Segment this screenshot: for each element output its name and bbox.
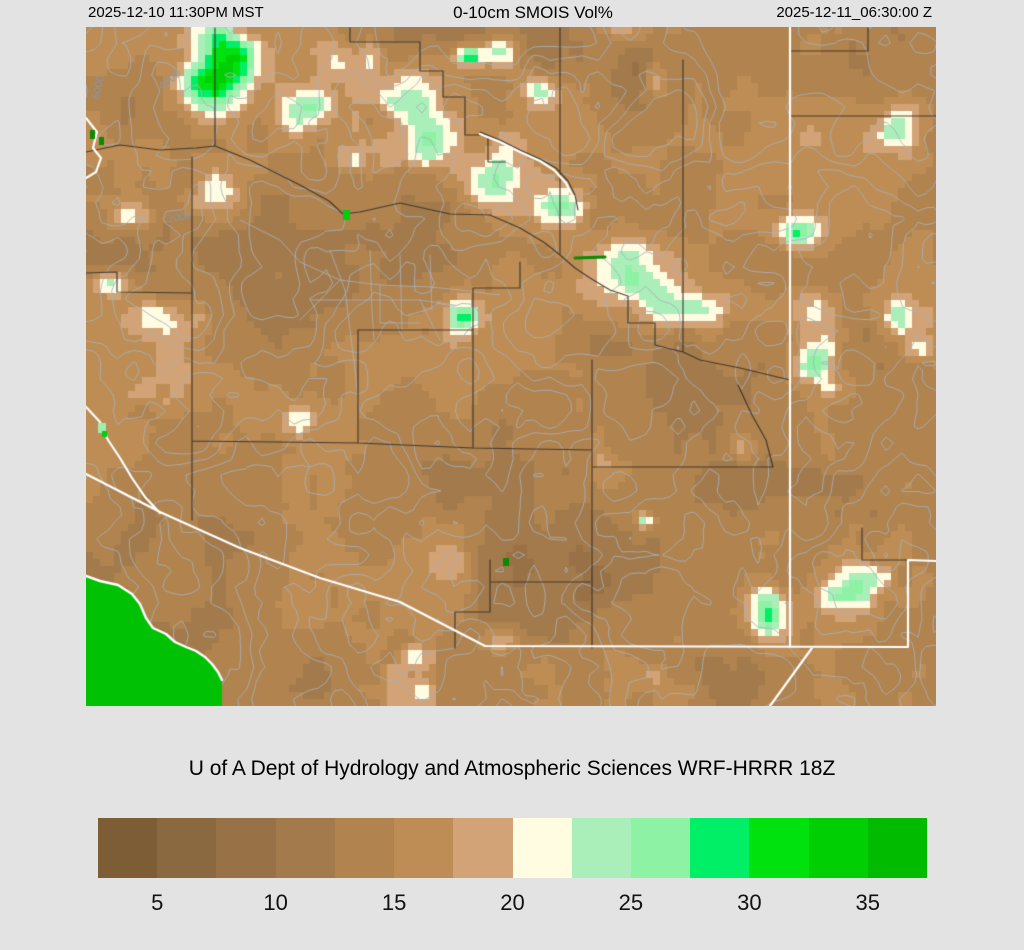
colorbar-tick-labels: 5 10 15 20 25 30 35 [98, 890, 927, 916]
colorbar-cell [867, 818, 928, 878]
colorbar-cell [453, 818, 513, 878]
colorbar-cell [690, 818, 750, 878]
soil-moisture-map [86, 27, 936, 706]
colorbar-cell [571, 818, 631, 878]
colorbar-tick: 25 [618, 890, 644, 915]
colorbar-cell [512, 818, 572, 878]
colorbar-cell [275, 818, 335, 878]
colorbar-cell [394, 818, 454, 878]
model-valid-time-local: 2025-12-10 11:30PM MST [88, 4, 264, 21]
colorbar-tick: 30 [737, 890, 762, 915]
colorbar-tick: 20 [500, 890, 525, 915]
colorbar-cell [216, 818, 276, 878]
colorbar-cell [630, 818, 691, 878]
colorbar-tick: 35 [855, 890, 881, 915]
colorbar-tick: 10 [263, 890, 288, 915]
colorbar [98, 818, 928, 878]
page-title: 0-10cm SMOIS Vol% [453, 3, 613, 22]
colorbar-cell [808, 818, 868, 878]
colorbar-cell [157, 818, 217, 878]
colorbar-tick: 15 [381, 890, 407, 915]
caption: U of A Dept of Hydrology and Atmospheric… [188, 757, 836, 780]
soil-moisture-map-canvas [86, 27, 936, 706]
model-valid-time-utc: 2025-12-11_06:30:00 Z [776, 4, 932, 21]
colorbar-cell [98, 818, 158, 878]
colorbar-tick: 5 [151, 890, 164, 915]
colorbar-cell [334, 818, 395, 878]
colorbar-cell [749, 818, 809, 878]
